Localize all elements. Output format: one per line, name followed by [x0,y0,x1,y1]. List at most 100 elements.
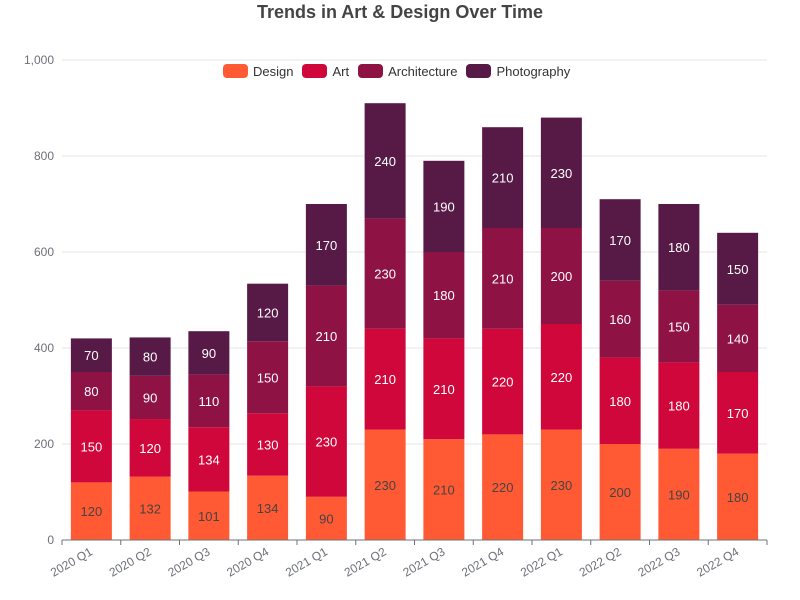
y-tick-label: 200 [34,437,54,451]
data-label: 180 [433,288,455,303]
data-label: 220 [492,480,514,495]
data-label: 200 [609,485,631,500]
bar-design [305,496,347,540]
x-tick-label: 2021 Q2 [342,544,389,579]
data-label: 120 [139,441,161,456]
data-label: 170 [316,238,338,253]
y-tick-label: 800 [34,149,54,163]
bar-design [658,448,700,540]
y-tick-label: 0 [47,533,54,547]
data-label: 210 [316,329,338,344]
bar-architecture [658,290,700,363]
bar-photography [364,103,406,219]
bar-design [482,434,524,540]
bar-design [129,476,171,540]
bar-architecture [247,341,289,414]
data-label: 132 [139,501,161,516]
data-label: 230 [374,478,396,493]
data-label: 230 [551,478,573,493]
y-tick-label: 1,000 [24,53,54,67]
bar-photography [70,338,112,372]
data-label: 170 [609,233,631,248]
data-label: 90 [202,346,216,361]
legend-swatch [302,64,328,78]
bar-architecture [482,228,524,329]
x-tick-label: 2021 Q4 [459,544,506,579]
data-label: 134 [198,452,220,467]
data-label: 230 [316,435,338,450]
legend-item-art[interactable]: Art [302,64,349,79]
bar-architecture [188,374,230,428]
data-label: 70 [84,348,98,363]
bar-design [70,482,112,540]
bar-photography [599,199,641,281]
y-tick-label: 400 [34,341,54,355]
x-tick-label: 2022 Q3 [635,544,682,579]
bar-architecture [540,228,582,324]
bar-art [364,328,406,430]
legend-label: Photography [496,63,571,79]
bar-design [717,453,759,540]
bar-architecture [129,375,171,420]
legend-swatch [466,64,492,78]
bar-architecture [70,372,112,411]
bar-art [717,372,759,454]
data-label: 220 [492,375,514,390]
bar-photography [129,337,171,376]
data-label: 130 [257,437,279,452]
legend-label: Architecture [388,63,458,79]
legend-label: Art [332,63,350,79]
bar-art [599,357,641,444]
legend-item-design[interactable]: Design [223,64,293,79]
bar-photography [717,232,759,305]
bar-architecture [364,218,406,329]
legend-swatch [223,64,248,78]
bar-art [540,324,582,430]
bar-architecture [305,285,347,387]
data-label: 210 [492,171,514,186]
x-tick-label: 2022 Q2 [577,544,624,579]
x-tick-label: 2020 Q4 [224,544,271,579]
x-tick-label: 2020 Q2 [107,544,154,579]
bar-design [540,429,582,540]
bar-photography [305,204,347,286]
data-label: 230 [374,267,396,282]
data-label: 150 [668,319,690,334]
bar-architecture [423,252,465,339]
bar-art [129,419,171,477]
bar-design [188,491,230,540]
x-tick-label: 2020 Q1 [48,544,95,579]
x-tick-label: 2021 Q1 [283,544,330,579]
data-label: 210 [374,372,396,387]
data-label: 80 [143,350,157,365]
bar-photography [423,160,465,252]
data-label: 120 [81,504,103,519]
data-label: 190 [668,487,690,502]
data-label: 210 [433,483,455,498]
data-label: 120 [257,305,279,320]
bar-design [364,429,406,540]
x-tick-label: 2022 Q4 [694,544,741,579]
data-label: 101 [198,509,220,524]
legend-label: Design [253,63,294,79]
data-label: 150 [81,439,103,454]
data-label: 190 [433,199,455,214]
data-label: 210 [492,271,514,286]
legend-item-architecture[interactable]: Architecture [358,64,457,79]
chart-title: Trends in Art & Design Over Time [256,2,544,22]
bar-design [599,444,641,540]
bar-architecture [599,280,641,358]
bar-photography [658,204,700,291]
data-label: 134 [257,501,279,516]
bar-photography [188,331,230,375]
data-label: 80 [84,384,98,399]
bar-art [305,386,347,497]
x-tick-label: 2020 Q3 [165,544,212,579]
bar-art [247,413,289,476]
x-tick-label: 2021 Q3 [400,544,447,579]
bar-design [423,439,465,540]
bar-art [658,362,700,449]
data-label: 240 [374,154,396,169]
legend-item-photography[interactable]: Photography [466,64,570,79]
